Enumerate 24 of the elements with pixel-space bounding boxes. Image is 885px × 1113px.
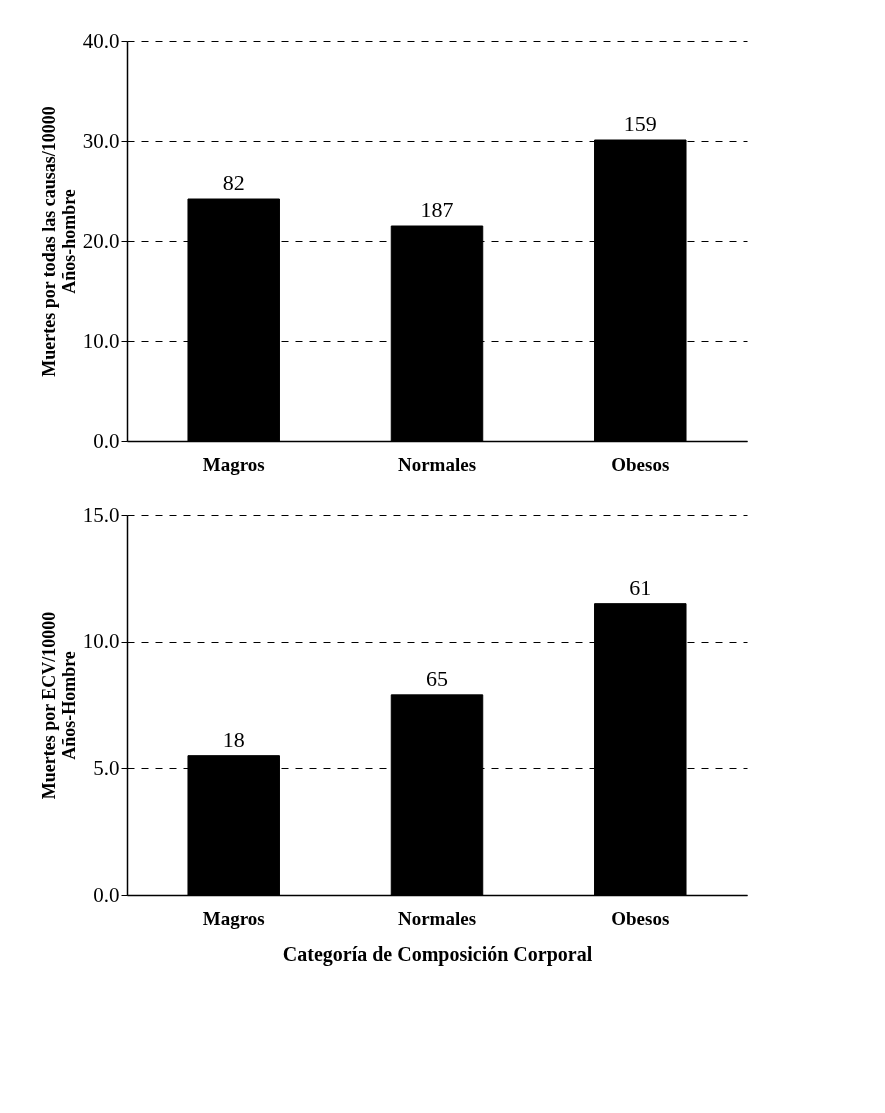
x-tick-label: Normales — [397, 453, 477, 475]
x-tick-label: Normales — [397, 907, 477, 929]
y-tick-label: 30.0 — [82, 128, 120, 153]
x-tick-label: Obesos — [611, 453, 670, 475]
annotation: 18 — [222, 726, 245, 752]
x-axis-title: Categoría de Composición Corporal — [282, 942, 593, 966]
annotation: 65 — [426, 665, 448, 691]
x-tick-label: Magros — [202, 453, 265, 475]
y-tick-label: 10.0 — [82, 629, 120, 654]
y-tick-label: 5.0 — [93, 755, 120, 780]
y-axis-title: Muertes por ECV/10000 Años-Hombre — [38, 611, 79, 800]
annotation: 159 — [623, 111, 657, 136]
y-tick-label: 20.0 — [82, 228, 120, 253]
y-tick-label: 10.0 — [82, 328, 120, 353]
y-tick-label: 40.0 — [82, 28, 120, 53]
y-tick-label: 15.0 — [82, 502, 120, 527]
annotation: 61 — [629, 574, 652, 600]
y-axis-title: Muertes por todas las causas/10000 Años-hombre — [38, 106, 79, 377]
annotation: 187 — [420, 197, 454, 222]
x-tick-label: Magros — [202, 907, 265, 929]
y-tick-label: 0.0 — [93, 428, 120, 453]
annotation: 82 — [222, 170, 245, 195]
y-tick-label: 0.0 — [93, 882, 120, 907]
x-tick-label: Obesos — [611, 907, 670, 929]
